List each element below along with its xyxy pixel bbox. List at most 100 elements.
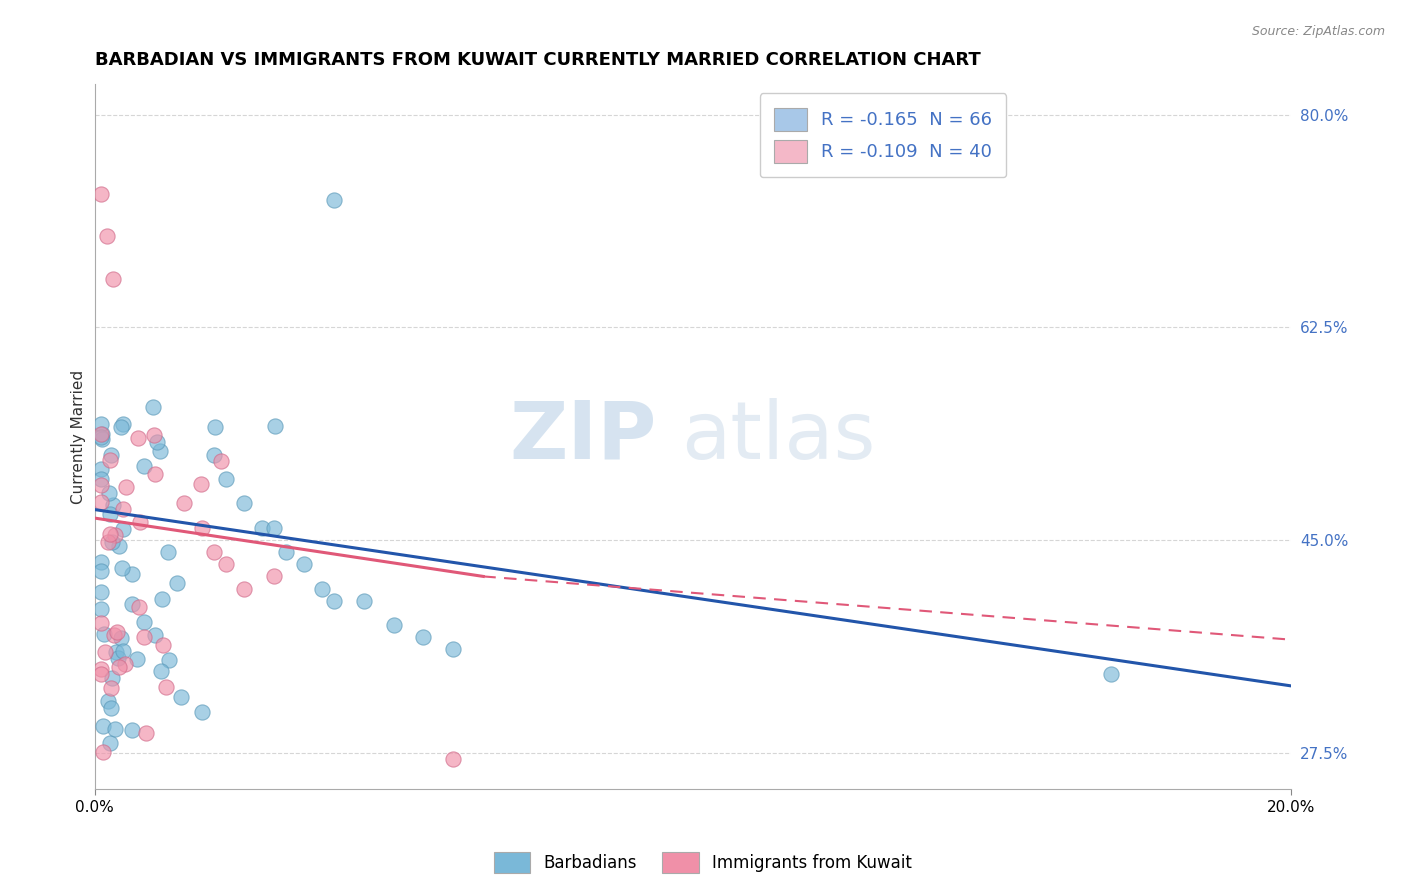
Point xyxy=(100,681,122,695)
Point xyxy=(90,666,112,681)
Point xyxy=(108,660,131,674)
Point xyxy=(233,496,256,510)
Point xyxy=(132,615,155,629)
Point xyxy=(103,498,125,512)
Point xyxy=(112,502,135,516)
Point xyxy=(121,597,143,611)
Point xyxy=(101,271,124,285)
Point xyxy=(150,591,173,606)
Point xyxy=(128,515,150,529)
Point xyxy=(157,653,180,667)
Point xyxy=(96,229,118,244)
Point xyxy=(104,527,127,541)
Point xyxy=(100,701,122,715)
Point xyxy=(101,535,124,549)
Point xyxy=(110,420,132,434)
Point xyxy=(111,560,134,574)
Point xyxy=(311,582,333,596)
Text: BARBADIAN VS IMMIGRANTS FROM KUWAIT CURRENTLY MARRIED CORRELATION CHART: BARBADIAN VS IMMIGRANTS FROM KUWAIT CURR… xyxy=(94,51,980,69)
Point xyxy=(90,472,112,486)
Point xyxy=(353,593,375,607)
Point xyxy=(90,430,112,444)
Point xyxy=(215,558,238,572)
Point xyxy=(90,615,112,630)
Point xyxy=(100,448,122,462)
Point xyxy=(90,662,112,676)
Point xyxy=(90,417,112,432)
Point xyxy=(128,600,150,615)
Point xyxy=(98,452,121,467)
Legend: R = -0.165  N = 66, R = -0.109  N = 40: R = -0.165 N = 66, R = -0.109 N = 40 xyxy=(759,93,1007,178)
Point xyxy=(111,644,134,658)
Point xyxy=(91,745,114,759)
Point xyxy=(91,432,114,446)
Point xyxy=(274,545,297,559)
Point xyxy=(90,426,112,441)
Point xyxy=(204,419,226,434)
Point xyxy=(90,186,112,201)
Point xyxy=(173,496,195,510)
Point xyxy=(149,444,172,458)
Point xyxy=(264,418,287,433)
Point xyxy=(382,618,405,632)
Point xyxy=(146,435,169,450)
Text: Source: ZipAtlas.com: Source: ZipAtlas.com xyxy=(1251,25,1385,38)
Point xyxy=(166,575,188,590)
Point xyxy=(104,722,127,736)
Point xyxy=(90,602,112,616)
Point xyxy=(90,495,112,509)
Point xyxy=(93,719,115,733)
Point xyxy=(121,567,143,582)
Point xyxy=(412,630,434,644)
Point xyxy=(90,478,112,492)
Point xyxy=(263,569,285,583)
Point xyxy=(108,539,131,553)
Point xyxy=(156,544,179,558)
Point xyxy=(250,521,273,535)
Point xyxy=(114,657,136,672)
Point xyxy=(97,534,120,549)
Point xyxy=(190,477,212,491)
Point xyxy=(101,671,124,685)
Point xyxy=(103,628,125,642)
Text: ZIP: ZIP xyxy=(509,398,657,475)
Point xyxy=(191,521,214,535)
Legend: Barbadians, Immigrants from Kuwait: Barbadians, Immigrants from Kuwait xyxy=(486,846,920,880)
Point xyxy=(322,593,344,607)
Point xyxy=(90,585,112,599)
Point xyxy=(90,461,112,475)
Point xyxy=(202,545,225,559)
Point xyxy=(105,625,128,640)
Point xyxy=(115,480,138,494)
Point xyxy=(98,507,121,521)
Point xyxy=(150,665,173,679)
Point xyxy=(110,631,132,645)
Point xyxy=(98,527,121,541)
Point xyxy=(152,638,174,652)
Point xyxy=(292,558,315,572)
Point xyxy=(112,522,135,536)
Point xyxy=(233,582,256,596)
Point xyxy=(142,400,165,414)
Point xyxy=(127,431,149,445)
Point xyxy=(1099,666,1122,681)
Point xyxy=(121,723,143,737)
Point xyxy=(441,642,464,657)
Point xyxy=(135,726,157,740)
Point xyxy=(132,630,155,644)
Point xyxy=(143,467,166,481)
Point xyxy=(111,417,134,431)
Point xyxy=(97,694,120,708)
Point xyxy=(125,652,148,666)
Point xyxy=(322,193,344,207)
Point xyxy=(202,448,225,462)
Text: atlas: atlas xyxy=(681,398,875,475)
Point xyxy=(143,628,166,642)
Point xyxy=(155,680,177,694)
Point xyxy=(209,454,232,468)
Point xyxy=(191,706,214,720)
Y-axis label: Currently Married: Currently Married xyxy=(72,369,86,504)
Point xyxy=(107,651,129,665)
Point xyxy=(441,752,464,766)
Point xyxy=(98,486,121,500)
